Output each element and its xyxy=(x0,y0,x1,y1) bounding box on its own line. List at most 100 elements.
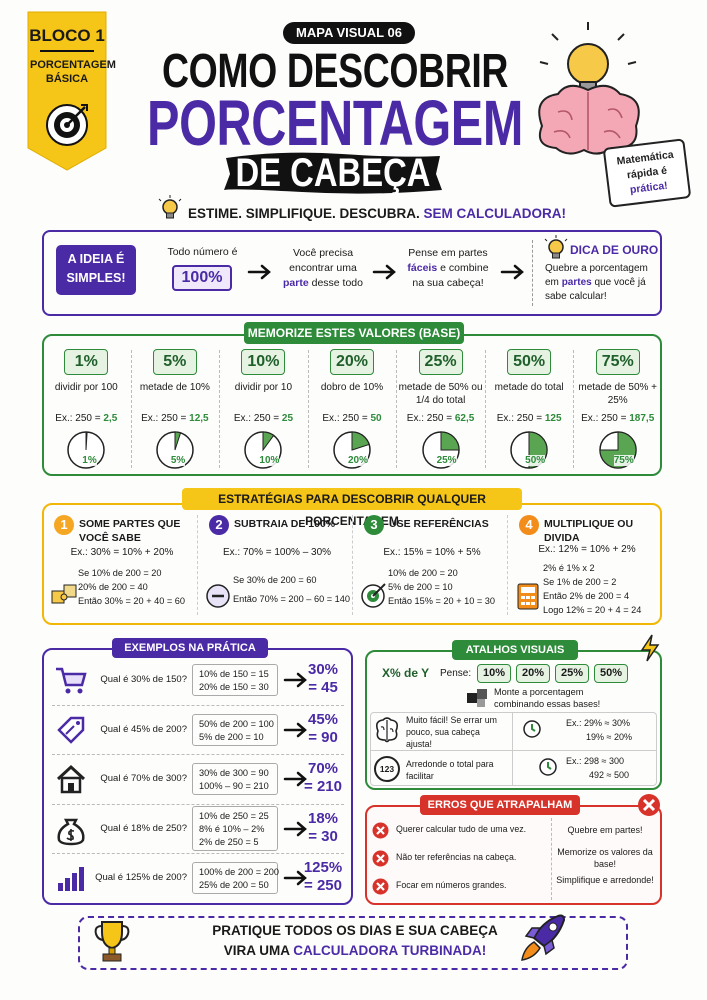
pie-label: 5% xyxy=(170,455,186,466)
icon-shape xyxy=(539,22,637,65)
round-icon: 123 xyxy=(374,756,400,782)
idea-step-text: Pense em partes fáceis e combine na sua … xyxy=(402,246,494,291)
icon-shape xyxy=(521,941,541,961)
pie-slice xyxy=(174,431,182,451)
icon-shape xyxy=(56,764,86,781)
step-line: 8% é 10% – 2% xyxy=(199,824,265,834)
step-number: 1 xyxy=(54,515,74,535)
icon-shape xyxy=(372,583,386,597)
idea-step-text-part: fáceis xyxy=(407,262,438,274)
pie-slice xyxy=(440,431,460,451)
pie-label: 25% xyxy=(436,455,457,466)
row-divider xyxy=(52,803,344,805)
pie-slice xyxy=(85,431,88,451)
icon-shape xyxy=(521,596,525,599)
brush-stroke xyxy=(224,152,442,194)
pct-example: Ex.: 250 = 12,5 xyxy=(131,413,219,424)
icon-shape xyxy=(283,771,307,787)
strategy-icon xyxy=(51,584,77,604)
pct-example-part: Ex.: 250 = xyxy=(496,413,543,424)
idea-step-text: Você precisa encontrar uma parte desse t… xyxy=(278,246,368,291)
example-answer: 125% xyxy=(303,859,343,876)
pie-label: 50% xyxy=(525,455,546,466)
pct-example-part: Ex.: 250 = xyxy=(406,413,453,424)
error-mistake: Não ter referências na cabeça. xyxy=(396,852,517,862)
example-question: Qual é 18% de 250? xyxy=(100,822,187,834)
shortcut-tip: Muito fácil! Se errar um pouco, sua cabe… xyxy=(406,715,497,749)
pie-label: 1% xyxy=(82,455,97,466)
examples-title: EXEMPLOS NA PRÁTICA xyxy=(112,638,268,658)
icon-shape xyxy=(72,873,77,891)
trophy-icon xyxy=(94,921,130,962)
arrow xyxy=(247,264,271,280)
footer-line-2-part: VIRA UMA xyxy=(223,943,290,958)
shortcut-example: Ex.: 298 ≈ 300 xyxy=(566,756,624,766)
icon-shape xyxy=(467,693,477,703)
error-fix: Memorize os valores da base! xyxy=(557,847,653,869)
strategy-example: Ex.: 12% = 10% + 2% xyxy=(538,544,636,555)
icon-shape xyxy=(63,584,77,598)
tip-text-part: partes xyxy=(561,277,592,288)
pct-box: 50% xyxy=(507,349,552,375)
step-line: 100% – 90 = 210 xyxy=(199,781,269,791)
shortcut-example: 492 ≈ 500 xyxy=(589,770,629,780)
badge-subtitle: PORCENTAGEM BÁSICA xyxy=(30,59,116,85)
shortcuts-title: ATALHOS VISUAIS xyxy=(452,640,578,660)
example-question: Qual é 45% de 200? xyxy=(100,723,187,735)
pct-desc: dividir por 100 xyxy=(54,382,118,393)
strategy-title: MULTIPLIQUE OU DIVIDA xyxy=(544,518,634,544)
icon-shape xyxy=(158,195,182,202)
step-line: 10% de 250 = 25 xyxy=(199,811,269,821)
strategy-line: Então 30% = 20 + 40 = 60 xyxy=(78,596,186,606)
column-divider xyxy=(573,350,575,468)
pct-example-part: Ex.: 250 = xyxy=(141,413,187,424)
lightning-icon xyxy=(640,634,660,662)
error-fix: Simplifique e arredonde! xyxy=(556,875,654,885)
strategy-example: Ex.: 30% = 10% + 20% xyxy=(70,547,174,558)
icon-shape xyxy=(376,854,385,863)
icon-shape xyxy=(539,22,637,65)
errors-title: ERROS QUE ATRAPALHAM xyxy=(420,795,580,815)
pct-example-part: 25 xyxy=(281,413,294,424)
icon-shape xyxy=(376,826,385,835)
column-divider xyxy=(396,350,398,468)
badge-rule xyxy=(40,50,94,52)
icon-shape xyxy=(553,92,623,150)
example-question: Qual é 30% de 150? xyxy=(100,674,187,685)
strategy-line: Se 10% de 200 = 20 xyxy=(78,568,162,578)
step-line: 2% de 250 = 5 xyxy=(199,837,259,847)
strategy-icon xyxy=(517,583,539,610)
pie-slice xyxy=(351,431,370,451)
strategy-title: SOME PARTES QUE VOCÊ SABE xyxy=(79,518,181,544)
idea-step-text-part: e combine na sua cabeça! xyxy=(412,262,489,289)
pie-label: 75% xyxy=(613,455,634,466)
grid-line xyxy=(370,750,657,751)
icon-shape xyxy=(531,602,535,605)
pct-example-part: 187,5 xyxy=(629,413,655,424)
memorize-title: MEMORIZE ESTES VALORES (BASE) xyxy=(244,322,464,344)
icon-shape xyxy=(526,602,530,605)
step-line: 30% de 300 = 90 xyxy=(199,768,269,778)
strategy-icon xyxy=(361,583,386,608)
badge-title: BLOCO 1 xyxy=(29,26,105,45)
shortcut-example: 19% ≈ 20% xyxy=(586,732,632,742)
pct-box: 5% xyxy=(152,349,197,375)
example-answer: 18% xyxy=(307,809,339,827)
tip-text-part: que você já sabe calcular! xyxy=(545,277,646,302)
footer-line-2: VIRA UMA CALCULADORA TURBINADA! xyxy=(160,943,550,958)
strategy-line: 20% de 200 = 40 xyxy=(78,582,148,592)
column-divider xyxy=(197,515,198,615)
strategy-icon xyxy=(206,584,230,608)
strategy-line: Então 2% de 200 = 4 xyxy=(543,591,630,601)
step-line: 25% de 200 = 50 xyxy=(199,880,269,890)
icon-shape xyxy=(532,914,566,948)
icon-shape xyxy=(552,252,560,259)
icon-shape xyxy=(77,688,83,694)
arrow xyxy=(283,870,307,886)
footer-frame xyxy=(78,916,628,970)
icon-shape xyxy=(283,870,307,886)
idea-step-box: 100% xyxy=(172,265,232,291)
pct-desc: dobro de 10% xyxy=(320,382,384,393)
icon-shape xyxy=(548,922,558,932)
